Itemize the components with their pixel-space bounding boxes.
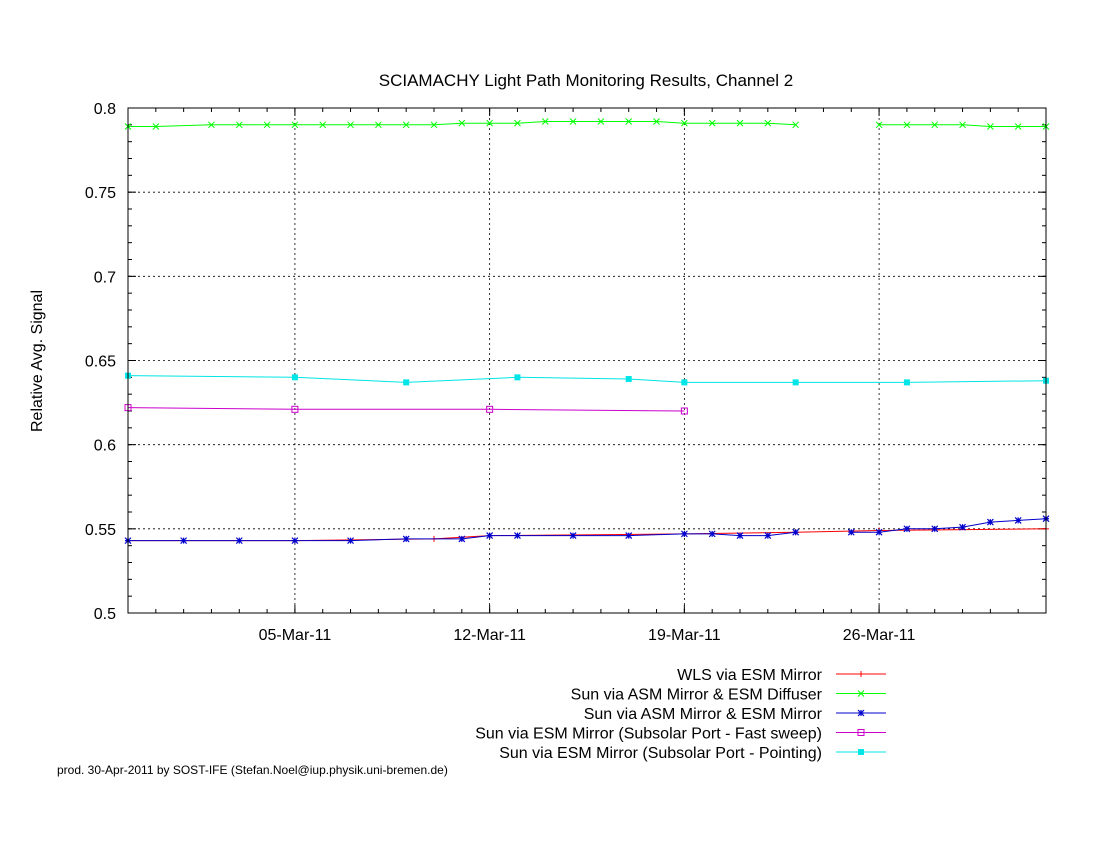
data-point [291,374,298,381]
data-point [680,407,688,415]
series-2 [124,118,1050,130]
data-point [402,121,410,129]
data-point [736,532,744,539]
data-point [792,121,799,129]
series-5 [125,372,1049,386]
data-point [1014,516,1022,524]
legend-marker [857,690,865,697]
data-point [792,528,800,536]
series-4 [124,404,688,415]
legend-marker [857,709,865,717]
data-point [403,379,410,386]
data-point [514,532,521,539]
y-axis-label: Relative Avg. Signal [29,290,46,432]
legend-label: Sun via ESM Mirror (Subsolar Port - Poin… [499,745,822,762]
data-point [430,121,438,129]
y-tick-label: 0.8 [94,101,116,118]
data-point [875,528,883,536]
data-point [931,525,939,533]
data-point [597,118,605,125]
data-point [458,119,466,127]
data-point [931,121,939,129]
legend-label: Sun via ESM Mirror (Subsolar Port - Fast… [475,726,822,743]
legend-marker [858,671,864,677]
data-point [625,118,633,125]
legend-marker [858,749,864,755]
data-point [736,119,744,127]
y-tick-label: 0.6 [94,438,116,455]
y-tick-label: 0.65 [85,354,116,371]
data-point [402,535,410,543]
data-point [569,118,577,125]
data-point [263,121,271,129]
data-point [680,530,688,538]
x-tick-label: 19-Mar-11 [648,627,721,644]
series-line [128,531,796,542]
legend-marker [857,729,865,736]
data-point [514,374,521,381]
data-point [347,121,354,129]
plot-frame [127,107,1047,614]
data-point [235,537,243,545]
data-point [1014,123,1022,130]
data-point [708,530,716,538]
y-tick-label: 0.75 [85,185,116,202]
data-point [681,119,688,127]
data-point [959,121,966,129]
legend: WLS via ESM Mirror Sun via ASM Mirror & E… [475,667,886,762]
data-point [903,121,911,129]
series-line [128,121,796,127]
series-3 [124,515,1050,545]
data-point [291,537,299,545]
data-point [986,518,994,526]
legend-label: Sun via ASM Mirror & ESM Mirror [584,706,823,723]
legend-label: Sun via ASM Mirror & ESM Diffuser [571,687,823,704]
data-point [486,405,494,413]
data-point [903,525,911,533]
data-point [625,376,632,383]
data-point [792,379,799,386]
data-point [764,119,772,127]
series-line [851,518,1047,533]
data-point [625,532,633,539]
data-point [514,119,521,127]
series-line [127,407,685,412]
data-point [319,121,327,129]
axis-ticks: 0.5 0.55 0.6 0.65 0.7 0.75 0.8 05-Mar-11 12-Mar-… [85,101,1047,644]
data-point [653,118,660,125]
footer-credit: prod. 30-Apr-2011 by SOST-IFE (Stefan.No… [57,763,448,777]
x-tick-label: 05-Mar-11 [259,627,332,644]
data-point [208,121,215,129]
data-series [124,118,1050,545]
chart-title: SCIAMACHY Light Path Monitoring Results,… [379,71,794,90]
data-point [458,535,466,543]
data-point [486,532,494,539]
data-point [152,123,160,130]
data-point [375,121,382,129]
data-point [291,405,299,413]
data-point [180,537,188,545]
data-point [959,523,966,531]
data-point [486,119,493,127]
y-tick-label: 0.55 [85,522,116,539]
data-point [847,528,855,536]
data-point [987,123,994,130]
data-point [541,118,549,125]
x-tick-label: 26-Mar-11 [843,627,916,644]
legend-label: WLS via ESM Mirror [677,667,823,684]
data-point [681,379,688,386]
data-point [569,532,577,539]
data-point [764,532,772,539]
grid [128,108,1046,613]
data-point [875,121,883,129]
data-point [291,121,299,129]
data-point [708,119,716,127]
data-point [235,121,243,129]
data-point [903,379,910,386]
y-tick-label: 0.5 [94,606,116,623]
y-tick-label: 0.7 [94,269,116,286]
data-point [347,537,354,545]
x-tick-label: 12-Mar-11 [453,627,526,644]
